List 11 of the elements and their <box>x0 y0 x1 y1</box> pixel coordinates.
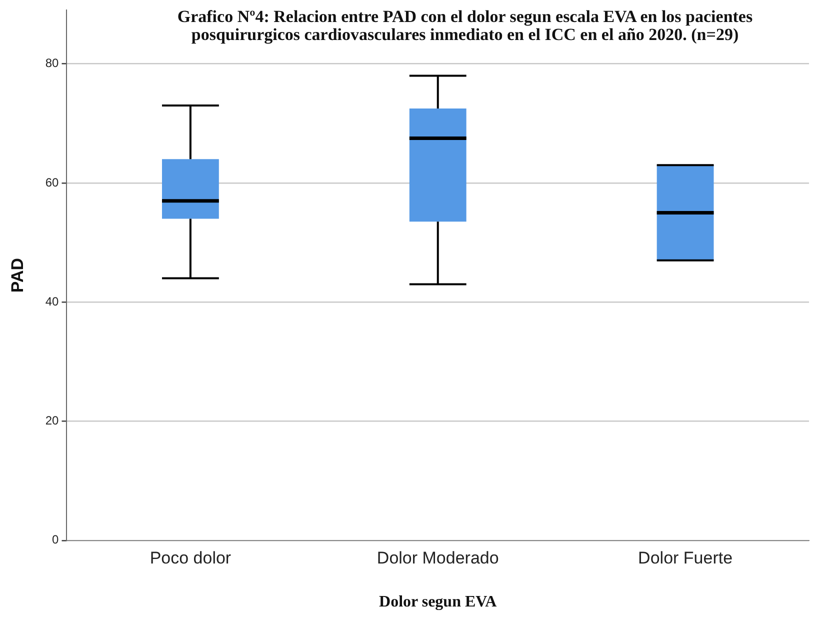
x-axis-title: Dolor segun EVA <box>379 594 498 611</box>
y-tick-label: 60 <box>45 175 60 190</box>
x-tick-label: Poco dolor <box>150 548 232 568</box>
chart-title: Grafico Nº4: Relacion entre PAD con el dolor segun escala EVA en los pacientes posquirurgicos cardiovasculares inmediato en el ICC en el año 2020. (n=29) <box>176 7 754 44</box>
y-tick-label: 20 <box>45 414 60 428</box>
y-tick-label: 80 <box>45 56 60 70</box>
x-tick-label: Dolor Fuerte <box>638 548 733 568</box>
x-tick-label: Dolor Moderado <box>376 548 499 568</box>
y-tick-label: 40 <box>45 294 60 308</box>
y-axis-title: PAD <box>8 258 27 293</box>
y-tick-label: 0 <box>52 532 60 547</box>
